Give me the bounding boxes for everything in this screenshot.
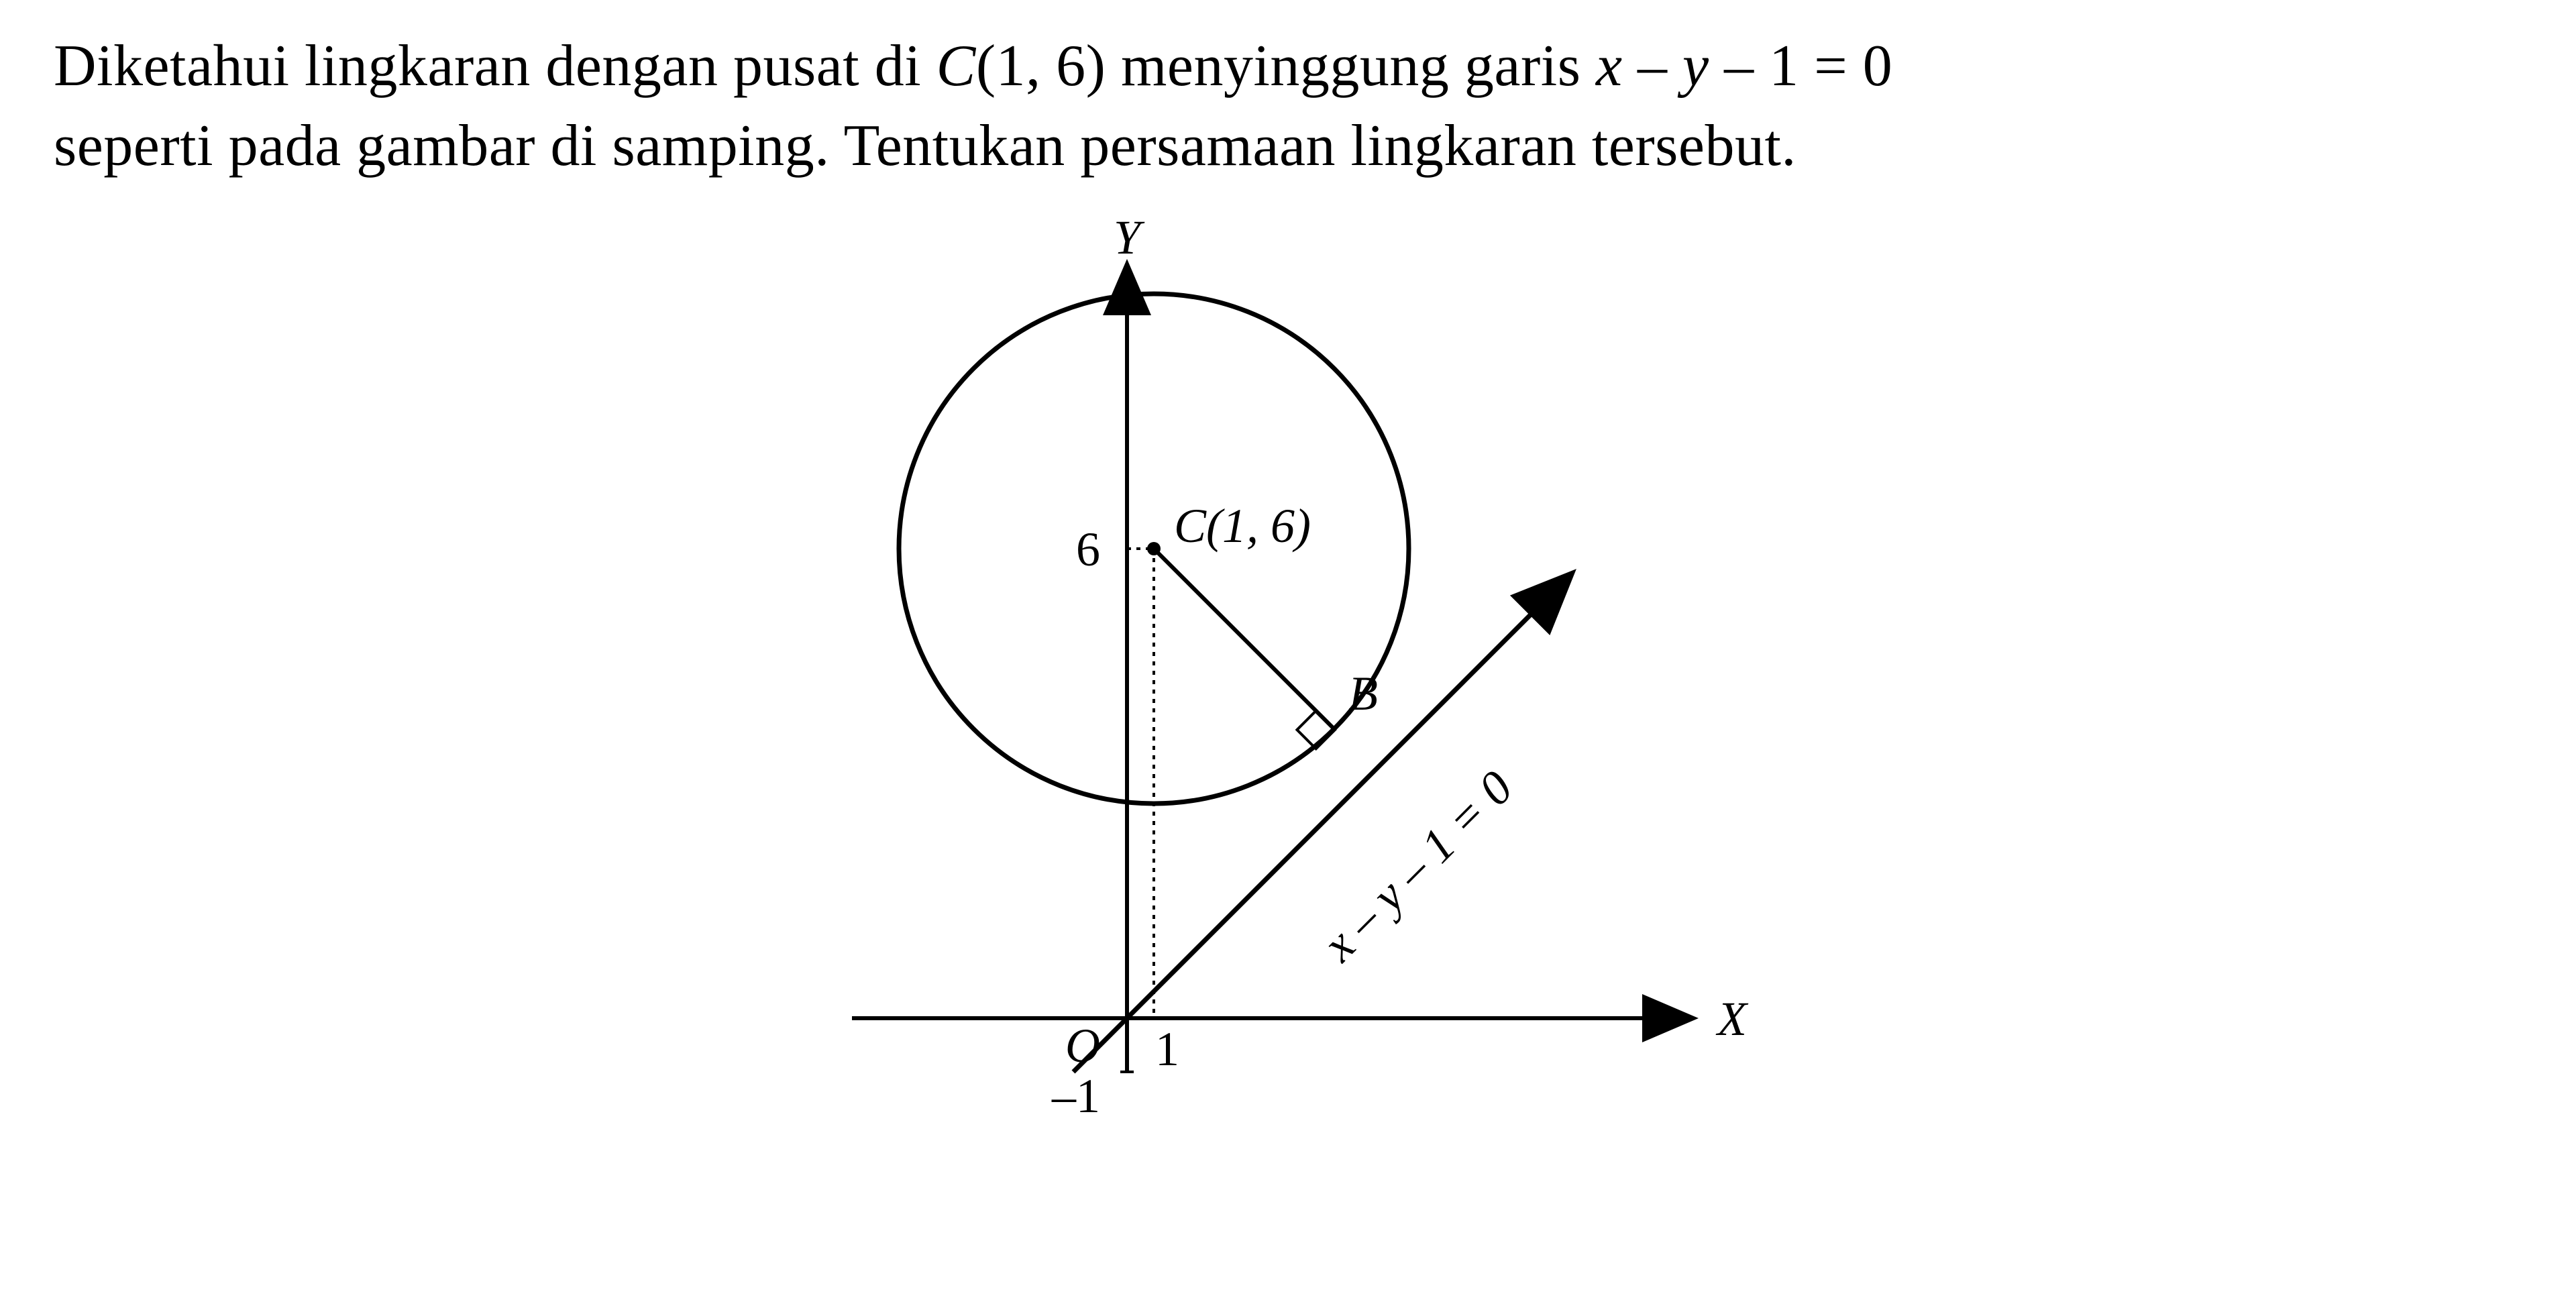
- center-coords: (1, 6): [976, 34, 1106, 99]
- eq-end: – 1 = 0: [1709, 34, 1893, 99]
- eq-x: x: [1596, 34, 1623, 99]
- text-part3: seperti pada gambar di samping. Tentukan…: [54, 113, 1796, 178]
- eq-mid1: –: [1623, 34, 1683, 99]
- tick-1-label: 1: [1155, 1022, 1179, 1076]
- center-label: C: [936, 34, 976, 99]
- x-axis-label: X: [1715, 992, 1749, 1046]
- tangent-point-label: B: [1348, 667, 1378, 720]
- tick-6-label: 6: [1076, 523, 1100, 576]
- radius-line: [1154, 549, 1335, 730]
- problem-statement: Diketahui lingkaran dengan pusat di C(1,…: [54, 27, 2522, 186]
- line-equation-label: x – y – 1 = 0: [1311, 760, 1523, 971]
- center-label-diagram: C(1, 6): [1174, 499, 1311, 553]
- diagram-container: Y X 6 C(1, 6) O 1 –1 B x – y – 1 = 0: [54, 213, 2522, 1152]
- text-part2: menyinggung garis: [1106, 34, 1596, 99]
- center-point-dot: [1147, 542, 1161, 555]
- diagram-svg: Y X 6 C(1, 6) O 1 –1 B x – y – 1 = 0: [818, 213, 1758, 1152]
- y-axis-label: Y: [1114, 213, 1145, 264]
- origin-label: O: [1065, 1019, 1100, 1073]
- text-part1: Diketahui lingkaran dengan pusat di: [54, 34, 936, 99]
- circle-diagram: Y X 6 C(1, 6) O 1 –1 B x – y – 1 = 0: [818, 213, 1758, 1152]
- neg-1-label: –1: [1051, 1069, 1100, 1123]
- eq-y: y: [1682, 34, 1709, 99]
